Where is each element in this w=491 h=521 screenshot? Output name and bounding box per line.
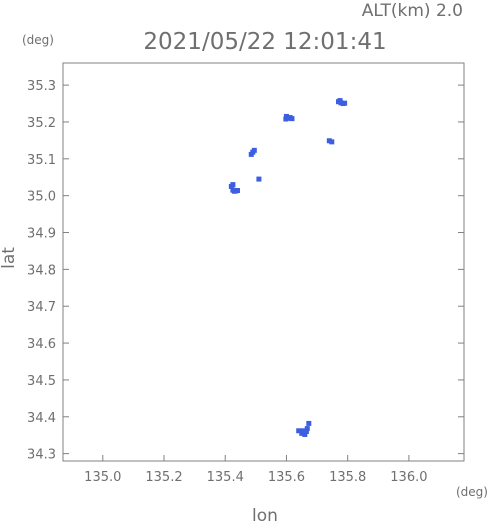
- chart-title: 2021/05/22 12:01:41: [143, 29, 386, 55]
- y-tick-label: 34.6: [27, 337, 56, 352]
- y-tick-label: 35.0: [27, 190, 56, 205]
- data-point: [304, 426, 310, 432]
- x-axis: 135.0 135.2 135.4 135.6 135.8 136.0: [84, 455, 428, 485]
- data-point: [303, 429, 309, 435]
- x-tick-label: 135.6: [268, 470, 305, 485]
- data-points: [228, 98, 348, 437]
- data-point: [289, 116, 295, 122]
- data-point: [299, 430, 305, 436]
- y-tick-label: 34.9: [27, 227, 56, 242]
- x-tick-label: 135.0: [84, 470, 121, 485]
- data-point: [230, 182, 236, 188]
- x-tick-label: 135.2: [145, 470, 182, 485]
- data-point: [234, 188, 240, 194]
- y-tick-label: 35.2: [27, 116, 56, 131]
- data-point: [256, 176, 262, 182]
- y-tick-label: 34.3: [27, 448, 56, 463]
- x-unit-label: (deg): [456, 485, 488, 499]
- y-tick-label: 34.8: [27, 263, 56, 278]
- y-tick-label: 34.7: [27, 300, 56, 315]
- y-tick-label: 35.3: [27, 79, 56, 94]
- data-point: [296, 428, 302, 434]
- y-tick-label: 34.5: [27, 374, 56, 389]
- y-tick-label: 35.1: [27, 153, 56, 168]
- y-axis: 34.3 34.4 34.5 34.6 34.7 34.8 34.9 35.0 35.1 35.2…: [27, 79, 464, 463]
- y-tick-label: 34.4: [27, 411, 56, 426]
- altitude-label: ALT(km) 2.0: [362, 1, 463, 21]
- data-point: [231, 188, 237, 194]
- data-point: [283, 116, 289, 122]
- y-axis-label: lat: [0, 247, 19, 269]
- data-point: [300, 428, 306, 434]
- data-point: [337, 98, 343, 104]
- y-unit-label: (deg): [22, 33, 54, 47]
- data-point: [342, 100, 348, 106]
- x-tick-label: 135.4: [207, 470, 244, 485]
- x-tick-label: 136.0: [390, 470, 427, 485]
- data-point: [251, 147, 257, 153]
- data-point: [302, 431, 308, 437]
- data-point: [329, 139, 335, 145]
- x-axis-label: lon: [252, 506, 278, 521]
- x-tick-label: 135.8: [329, 470, 366, 485]
- plot-frame: [62, 62, 465, 462]
- data-point: [306, 420, 312, 426]
